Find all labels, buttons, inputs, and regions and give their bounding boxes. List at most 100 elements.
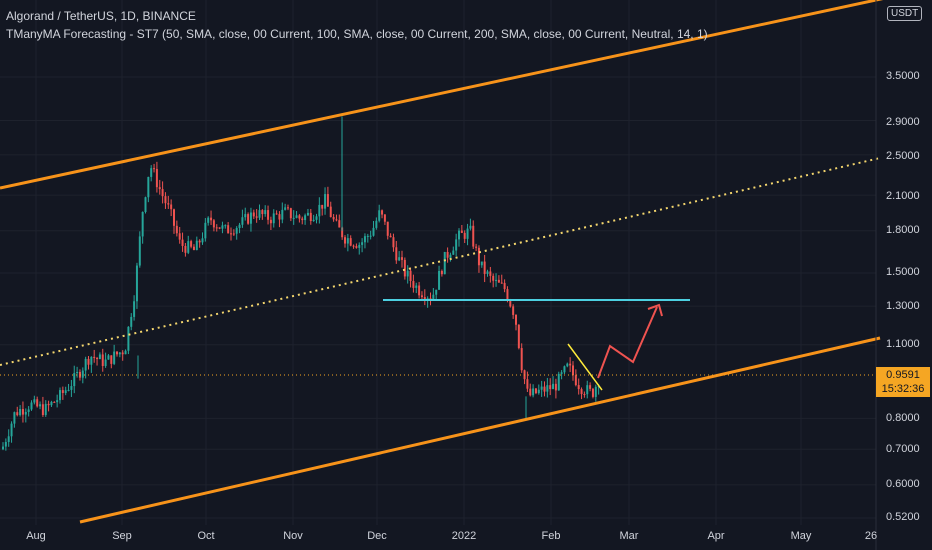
candle-body bbox=[261, 210, 264, 215]
candle-body bbox=[175, 225, 178, 234]
candle-body bbox=[158, 187, 161, 190]
channel-lower-line[interactable] bbox=[79, 336, 881, 524]
candle-body bbox=[210, 217, 213, 221]
candle-body bbox=[87, 358, 90, 365]
x-tick-label: May bbox=[790, 530, 812, 542]
candle-body bbox=[141, 212, 144, 237]
candle-body bbox=[515, 314, 517, 325]
candle-body bbox=[2, 446, 4, 450]
candle-body bbox=[110, 355, 113, 364]
triangle-line[interactable] bbox=[567, 343, 603, 391]
candle-body bbox=[418, 285, 421, 296]
y-tick-label: 2.9000 bbox=[886, 116, 920, 128]
x-tick-label: Nov bbox=[283, 530, 303, 542]
candle-body bbox=[287, 207, 289, 209]
candle-body bbox=[212, 220, 215, 228]
currency-badge[interactable]: USDT bbox=[887, 6, 923, 21]
candle-body bbox=[10, 423, 13, 437]
candle-body bbox=[24, 411, 27, 415]
candle-body bbox=[543, 386, 546, 392]
candle-body bbox=[477, 247, 480, 266]
x-tick-label: Dec bbox=[367, 530, 387, 542]
channel-upper-line[interactable] bbox=[0, 0, 932, 190]
candle-body bbox=[59, 390, 61, 401]
candle-body bbox=[161, 189, 164, 197]
chart-title: Algorand / TetherUS, 1D, BINANCE bbox=[6, 9, 196, 23]
y-tick-label: 1.8000 bbox=[886, 224, 920, 236]
candle-body bbox=[455, 239, 458, 251]
y-tick-label: 0.8000 bbox=[886, 412, 920, 424]
candle-body bbox=[500, 282, 503, 284]
candle-body bbox=[566, 363, 569, 367]
candle-body bbox=[281, 209, 284, 220]
candle-body bbox=[537, 389, 540, 394]
candle-body bbox=[438, 270, 441, 290]
candle-body bbox=[372, 227, 375, 236]
indicator-label[interactable]: TManyMA Forecasting - ST7 (50, SMA, clos… bbox=[6, 27, 708, 41]
candle-body bbox=[249, 212, 252, 224]
last-price-value: 0.9591 bbox=[886, 369, 920, 381]
channel-midline[interactable] bbox=[0, 157, 881, 366]
candle-body bbox=[104, 359, 107, 367]
candle-body bbox=[549, 385, 552, 390]
bar-countdown: 15:32:36 bbox=[881, 383, 925, 395]
candle-body bbox=[56, 400, 59, 403]
candle-body bbox=[398, 257, 401, 261]
candle-body bbox=[113, 351, 116, 364]
candle-body bbox=[224, 225, 227, 227]
candle-body bbox=[138, 236, 141, 266]
candle-body bbox=[475, 246, 478, 248]
candle-body bbox=[483, 261, 486, 274]
candle-body bbox=[346, 238, 349, 244]
candle-body bbox=[546, 385, 549, 392]
candle-body bbox=[452, 250, 455, 255]
candle-body bbox=[540, 386, 543, 390]
candle-body bbox=[76, 371, 79, 374]
candle-body bbox=[61, 390, 64, 394]
candle-body bbox=[232, 233, 235, 235]
candle-body bbox=[84, 358, 87, 371]
x-tick-label: 2022 bbox=[451, 530, 477, 542]
candle-body bbox=[81, 370, 84, 378]
candle-body bbox=[358, 244, 361, 248]
candle-body bbox=[392, 237, 395, 248]
candle-body bbox=[335, 219, 338, 221]
candle-body bbox=[361, 242, 364, 245]
candle-body bbox=[458, 230, 460, 240]
candle-body bbox=[133, 301, 136, 317]
candle-body bbox=[366, 235, 369, 237]
x-tick-label: Mar bbox=[619, 530, 639, 542]
candle-body bbox=[295, 215, 298, 218]
candle-body bbox=[472, 225, 475, 247]
candle-body bbox=[267, 210, 270, 220]
candle-body bbox=[93, 356, 96, 358]
candle-body bbox=[255, 216, 258, 218]
candle-body bbox=[338, 220, 341, 228]
candle-body bbox=[144, 197, 147, 213]
candle-body bbox=[252, 212, 255, 217]
candle-body bbox=[198, 240, 201, 243]
candle-body bbox=[381, 210, 384, 215]
candle-body bbox=[78, 371, 81, 378]
candle-body bbox=[98, 354, 101, 360]
candle-body bbox=[469, 225, 472, 229]
candle-body bbox=[201, 238, 204, 243]
candle-body bbox=[309, 212, 312, 222]
y-tick-label: 0.6000 bbox=[886, 478, 920, 490]
candle-body bbox=[195, 240, 198, 251]
candle-body bbox=[170, 204, 173, 210]
candle-body bbox=[509, 300, 512, 307]
candle-body bbox=[440, 270, 443, 275]
candle-body bbox=[306, 212, 309, 216]
y-tick-label: 3.5000 bbox=[886, 70, 920, 82]
candle-body bbox=[332, 217, 335, 220]
candle-body bbox=[292, 217, 295, 219]
candle-body bbox=[264, 210, 267, 215]
candle-body bbox=[415, 285, 418, 288]
forecast-path[interactable] bbox=[597, 306, 658, 379]
candle-body bbox=[44, 403, 47, 415]
candle-body bbox=[526, 379, 529, 389]
candle-body bbox=[90, 356, 93, 365]
y-tick-label: 0.5200 bbox=[886, 511, 920, 523]
